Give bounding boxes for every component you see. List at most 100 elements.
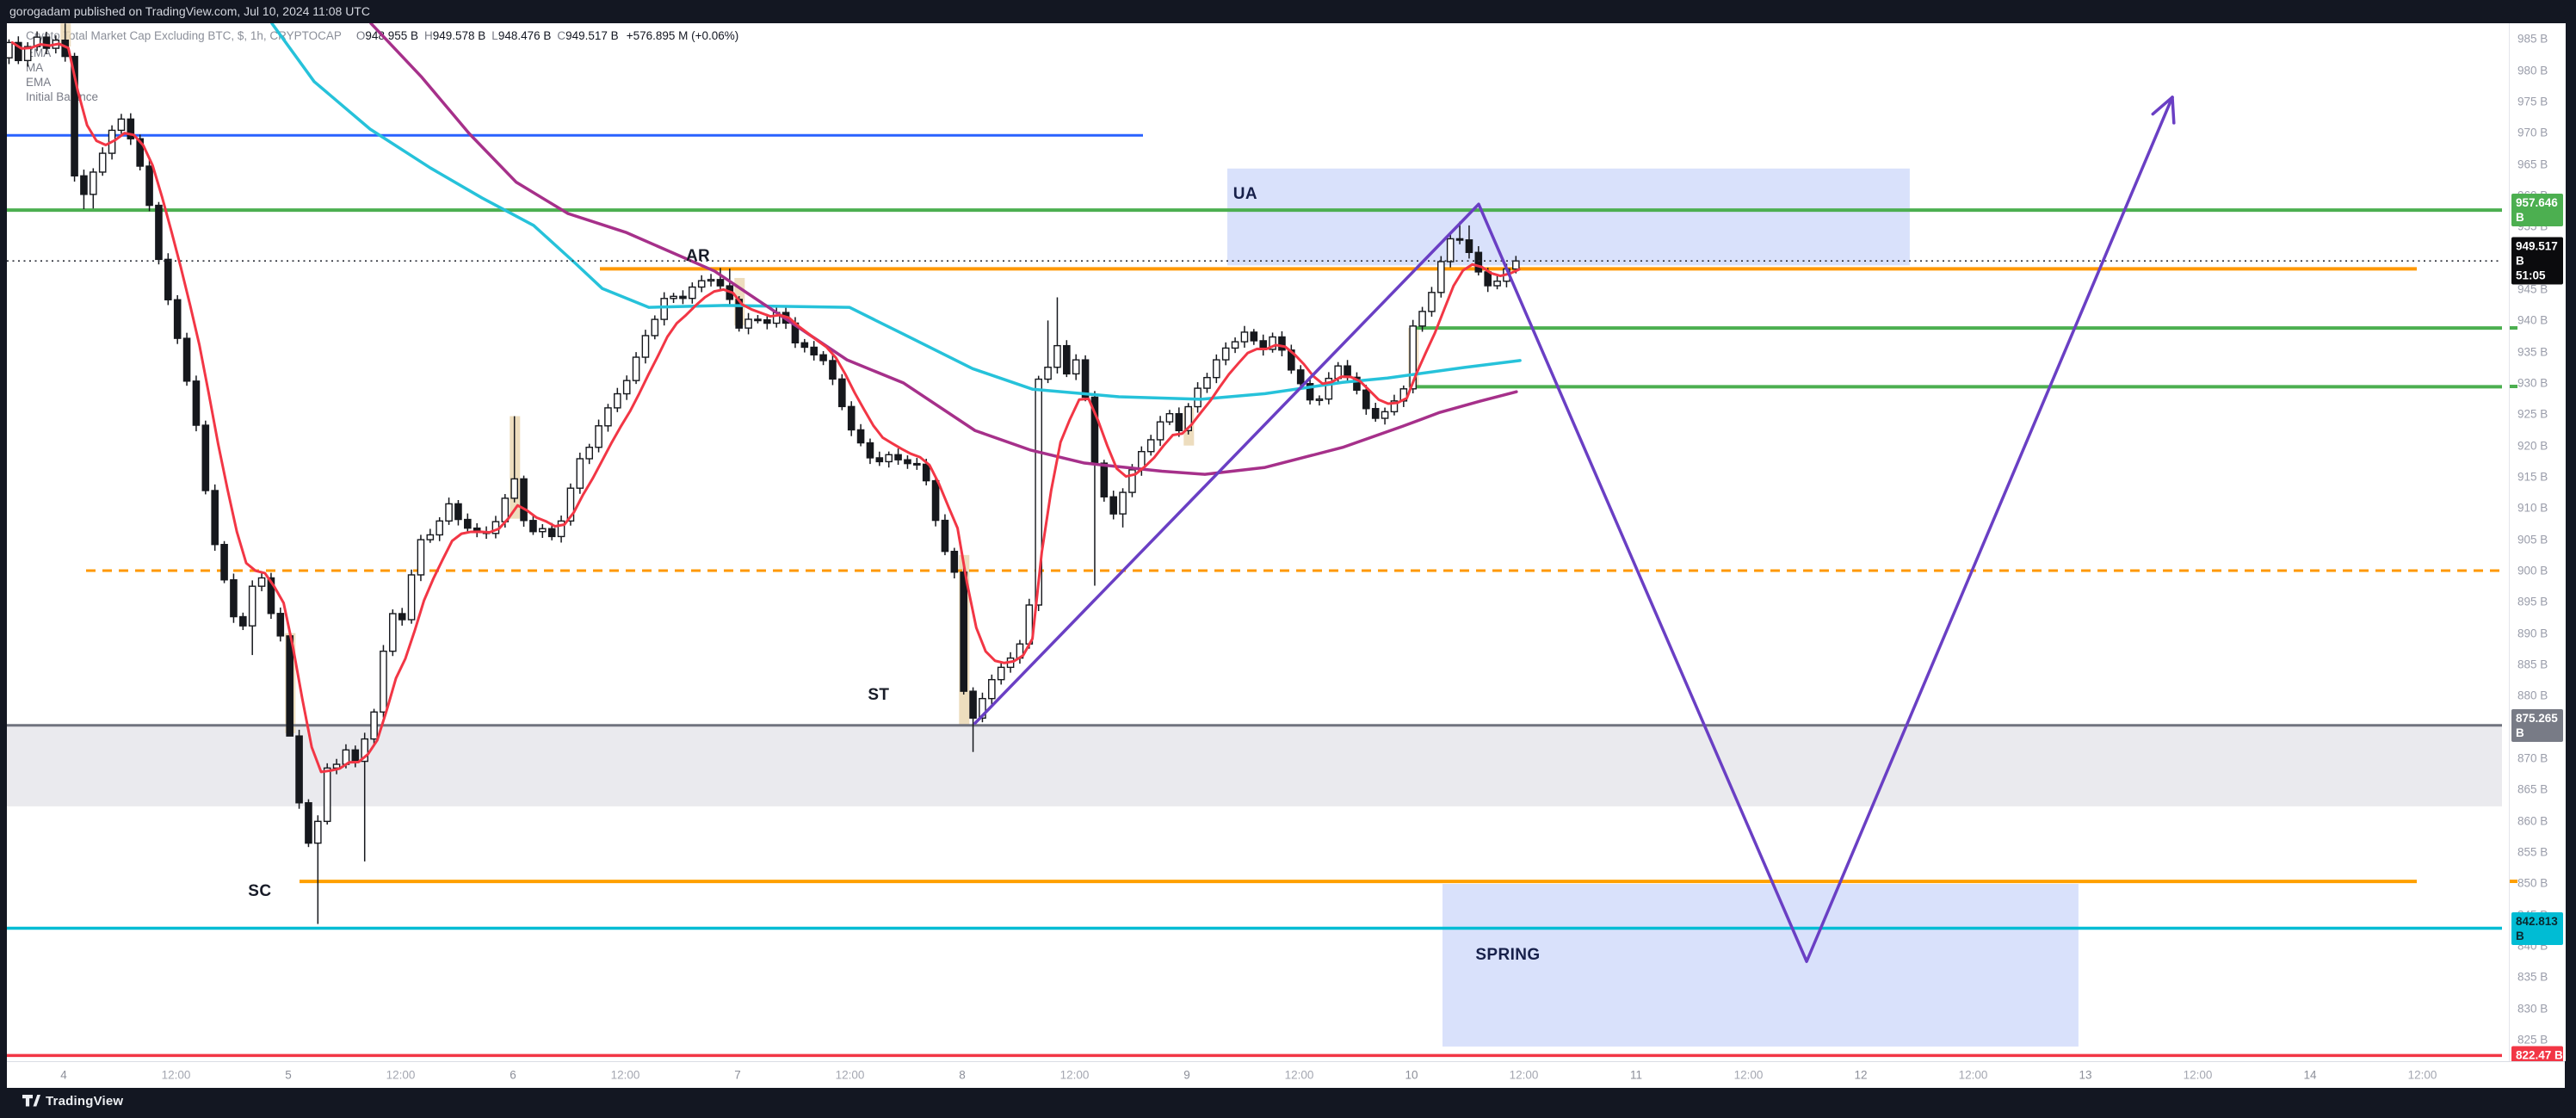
drawing-boxes <box>1226 168 2079 1047</box>
candle-up <box>380 650 387 713</box>
candle-down <box>529 520 537 533</box>
candle-up <box>1390 400 1399 413</box>
candle-up <box>651 318 659 337</box>
candle-down <box>136 138 145 167</box>
candle-down <box>847 405 856 431</box>
price-tick-label: 825 B <box>2517 1033 2548 1047</box>
change-value: +576.895 M (+0.06%) <box>626 29 739 42</box>
candle-down <box>1100 462 1109 497</box>
time-tick-hour: 12:00 <box>386 1068 416 1082</box>
candle-down <box>819 354 827 361</box>
ua-box <box>1226 168 1910 266</box>
indicator-ema-slow[interactable]: EMA <box>26 76 52 89</box>
price-tick-label: 830 B <box>2517 1002 2548 1016</box>
annotation-spring[interactable]: SPRING <box>1475 945 1541 964</box>
price-tick-label: 940 B <box>2517 313 2548 327</box>
candle-up <box>614 392 621 409</box>
candle-up <box>1184 405 1192 432</box>
candle-down <box>155 204 163 261</box>
price-tick-label: 835 B <box>2517 970 2548 984</box>
candle-up <box>7 41 13 59</box>
candle-up <box>323 767 331 823</box>
candle-down <box>838 378 846 408</box>
candle-up <box>595 425 602 448</box>
time-tick-day: 14 <box>2303 1068 2317 1082</box>
candle-down <box>239 615 247 627</box>
low-value: 948.476 B <box>497 29 552 42</box>
chart-plot[interactable] <box>7 23 2565 1087</box>
annotation-st[interactable]: ST <box>868 686 890 705</box>
price-tick-label: 880 B <box>2517 689 2548 702</box>
candle-up <box>1512 260 1520 270</box>
legend: Crypto Total Market Cap Excluding BTC, $… <box>26 28 738 104</box>
candle-up <box>1231 341 1239 349</box>
candle-down <box>201 424 210 491</box>
candle-down <box>1474 251 1483 273</box>
candle-up <box>670 295 677 300</box>
candle-up <box>697 280 706 288</box>
candle-up <box>885 454 893 463</box>
level-axis-tick <box>2510 385 2517 389</box>
candle-down <box>230 579 238 618</box>
candle-down <box>220 543 228 581</box>
candle-down <box>960 571 967 692</box>
plot-layers <box>7 23 2502 1058</box>
candle-up <box>1146 439 1155 453</box>
time-axis[interactable]: 4 12:00 5 12:00 6 12:00 7 12:00 8 12:00 9 12:00 10 12… <box>7 1061 2565 1088</box>
time-tick-day: 5 <box>285 1068 292 1082</box>
candle-down <box>173 299 182 339</box>
price-tick-label: 905 B <box>2517 533 2548 547</box>
candle-down <box>454 503 462 521</box>
candle-down <box>286 635 294 737</box>
initial-balance-boxes <box>60 23 1419 733</box>
price-tick-label: 915 B <box>2517 470 2548 484</box>
candle-down <box>182 337 191 382</box>
annotation-ar[interactable]: AR <box>685 247 711 266</box>
level-badge-green: 957.646 B <box>2511 194 2563 227</box>
candle-down <box>1465 239 1473 253</box>
candle-down <box>894 454 902 460</box>
close-value: 949.517 B <box>565 29 619 42</box>
candle-up <box>1269 336 1276 350</box>
candle-down <box>754 318 762 322</box>
candle-up <box>689 286 696 300</box>
zigzag-arrowhead <box>2171 96 2176 125</box>
candle-down <box>1063 344 1071 375</box>
price-tick-label: 975 B <box>2517 95 2548 108</box>
tradingview-logo[interactable]: TradingView <box>22 1094 123 1109</box>
candle-up <box>1072 359 1080 375</box>
time-tick-hour: 12:00 <box>835 1068 865 1082</box>
level-axis-tick <box>2510 880 2517 884</box>
price-tick-label: 865 B <box>2517 782 2548 796</box>
price-tick-label: 930 B <box>2517 376 2548 390</box>
symbol-title[interactable]: Crypto Total Market Cap Excluding BTC, $… <box>26 29 342 42</box>
tradingview-mark-icon <box>22 1095 40 1107</box>
candle-down <box>875 457 884 463</box>
annotation-sc[interactable]: SC <box>248 882 272 901</box>
candle-down <box>1278 336 1286 351</box>
candle-up <box>257 577 266 587</box>
high-label: H <box>423 29 433 42</box>
price-tick-label: 925 B <box>2517 407 2548 421</box>
price-tick-label: 850 B <box>2517 876 2548 890</box>
level-badge-red: 822.47 B <box>2511 1046 2563 1065</box>
candle-down <box>856 429 865 444</box>
price-tick-label: 870 B <box>2517 751 2548 765</box>
candle-down <box>1371 408 1380 419</box>
ma-cyan-line <box>270 23 1522 401</box>
time-tick-hour: 12:00 <box>1284 1068 1314 1082</box>
close-label: C <box>557 29 566 42</box>
annotation-ua[interactable]: UA <box>1232 185 1257 204</box>
horizontal-levels <box>7 133 2502 1058</box>
low-label: L <box>491 29 498 42</box>
indicator-ema-fast[interactable]: EMA <box>26 46 52 59</box>
candle-up <box>979 697 986 720</box>
price-tick-label: 985 B <box>2517 32 2548 46</box>
symbol-legend-row[interactable]: Crypto Total Market Cap Excluding BTC, $… <box>26 28 738 43</box>
candle-up <box>1053 344 1061 368</box>
candle-up <box>1044 367 1052 380</box>
indicator-ma[interactable]: MA <box>26 61 44 74</box>
price-tick-label: 970 B <box>2517 126 2548 139</box>
candle-up <box>117 118 126 132</box>
